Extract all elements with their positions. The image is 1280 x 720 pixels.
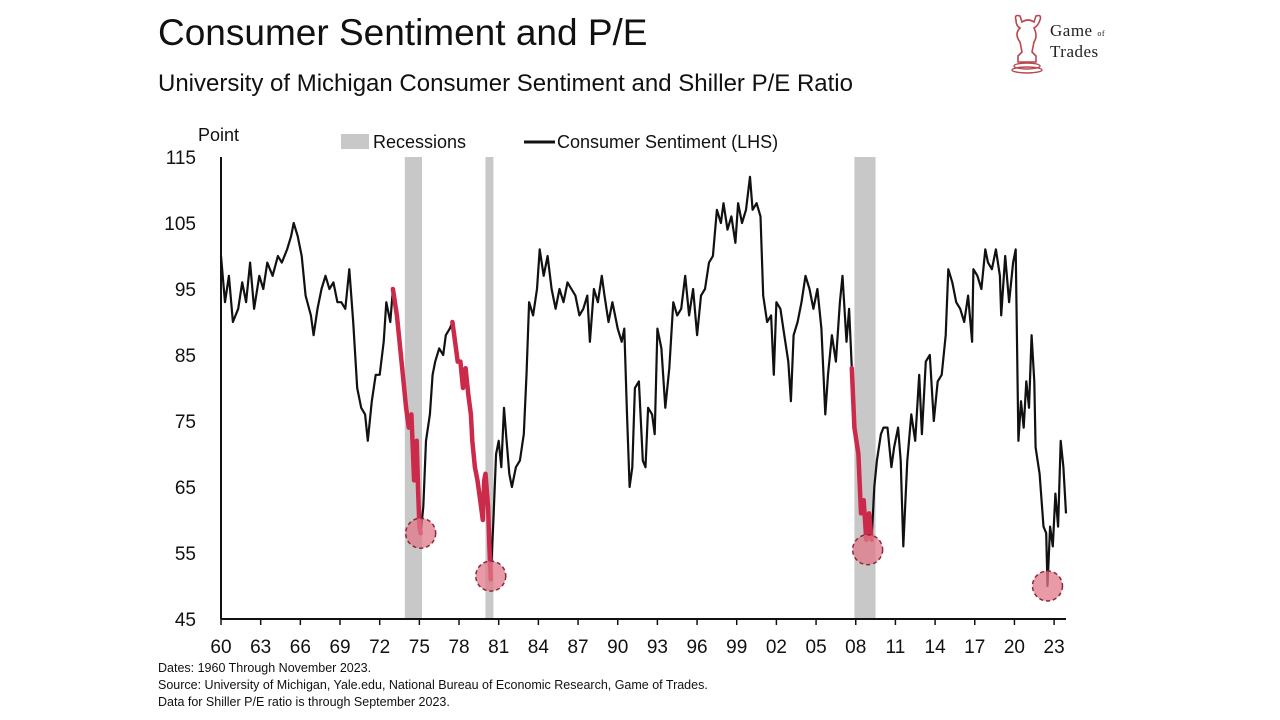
footnote-source: Source: University of Michigan, Yale.edu… [158, 678, 708, 692]
y-tick-label: 65 [175, 478, 196, 499]
x-tick-label: 60 [210, 637, 231, 658]
series-line-consumer-sentiment [219, 175, 1068, 588]
trough-marker [475, 560, 507, 592]
x-tick-label: 20 [1004, 637, 1025, 658]
recession-band [485, 157, 494, 619]
page-subtitle: University of Michigan Consumer Sentimen… [158, 70, 853, 97]
x-tick-label: 72 [369, 637, 390, 658]
legend-recession-swatch [341, 134, 369, 149]
page-title: Consumer Sentiment and P/E [158, 12, 648, 53]
trough-marker [404, 517, 437, 549]
legend-line-label: Consumer Sentiment (LHS) [557, 132, 778, 152]
y-tick-label: 55 [175, 544, 196, 565]
x-tick-label: 23 [1044, 637, 1065, 658]
x-tick-label: 66 [290, 637, 311, 658]
footnotes: Dates: 1960 Through November 2023. Sourc… [158, 660, 708, 711]
y-tick-label: 115 [166, 148, 196, 169]
bull-chess-knight-icon [1011, 14, 1043, 74]
x-tick-label: 02 [766, 637, 787, 658]
logo-wordmark: Game of Trades [1050, 21, 1106, 61]
y-tick-label: 75 [175, 412, 196, 433]
trough-marker [1031, 570, 1064, 602]
highlight-decline-segment [390, 286, 423, 536]
x-tick-label: 75 [409, 637, 430, 658]
y-tick-label: 105 [164, 214, 196, 235]
x-tick-label: 81 [488, 637, 509, 658]
highlight-decline-segment [450, 319, 494, 582]
x-tick-label: 63 [250, 637, 271, 658]
y-tick-label: 85 [175, 346, 196, 367]
y-axis-label: Point [198, 125, 239, 145]
x-tick-label: 11 [886, 637, 906, 658]
legend-recession-label: Recessions [373, 132, 466, 152]
x-tick-label: 99 [726, 637, 747, 658]
x-tick-label: 08 [845, 637, 866, 658]
footnote-pe-note: Data for Shiller P/E ratio is through Se… [158, 695, 450, 709]
highlight-decline-segment [849, 365, 874, 543]
x-tick-label: 84 [528, 637, 550, 658]
x-tick-label: 14 [925, 637, 947, 658]
x-tick-label: 05 [806, 637, 827, 658]
x-tick-label: 87 [567, 637, 588, 658]
x-tick-label: 78 [448, 637, 469, 658]
game-of-trades-logo: Game of Trades [1008, 12, 1128, 74]
footnote-dates: Dates: 1960 Through November 2023. [158, 661, 372, 675]
x-tick-label: 17 [964, 637, 985, 658]
x-tick-label: 93 [647, 637, 668, 658]
x-tick-label: 96 [686, 637, 707, 658]
trough-marker [851, 533, 884, 566]
x-tick-label: 69 [329, 637, 350, 658]
y-tick-label: 45 [175, 610, 196, 631]
y-tick-label: 95 [175, 280, 196, 301]
x-tick-label: 90 [607, 637, 628, 658]
recession-band [404, 157, 423, 619]
